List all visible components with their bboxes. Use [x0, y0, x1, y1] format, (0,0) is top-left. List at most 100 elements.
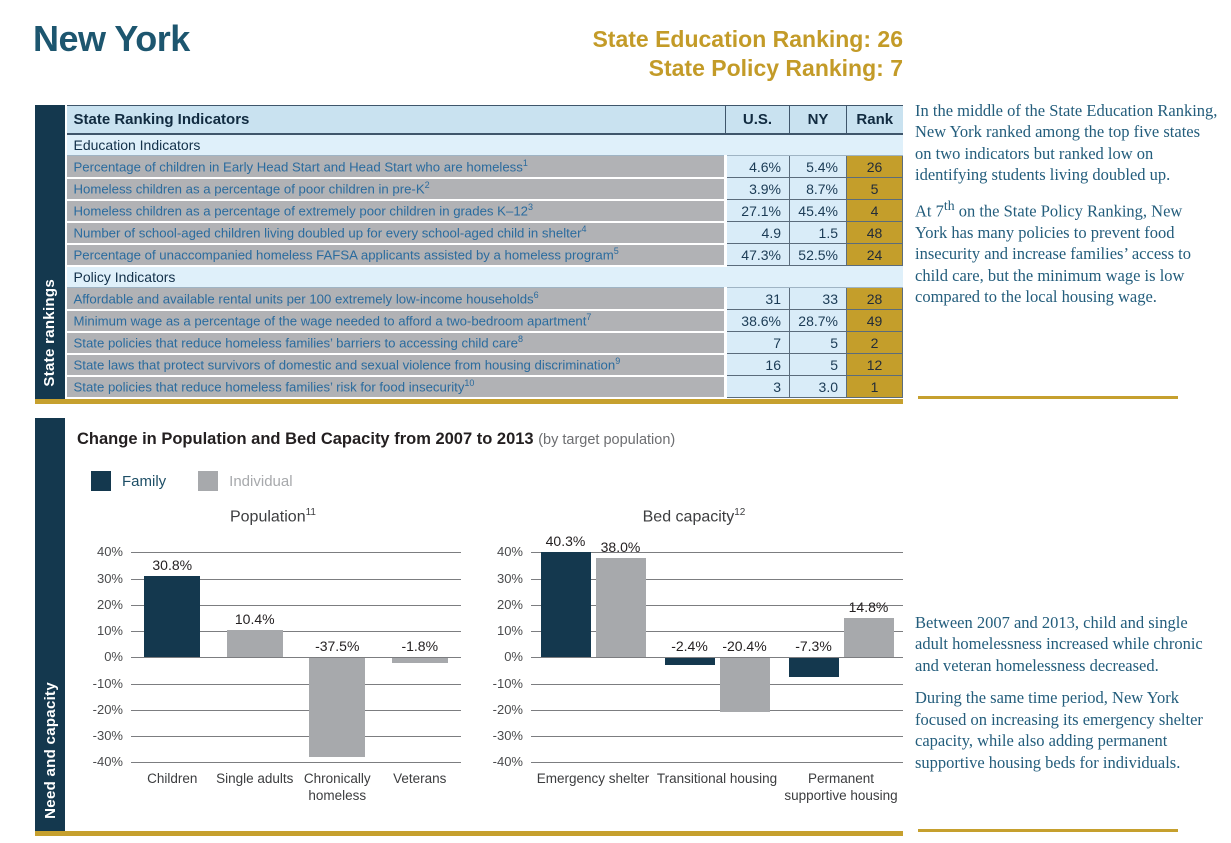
bar-value-label: -20.4% [722, 638, 767, 655]
bar-value-label: 38.0% [600, 538, 641, 555]
indicator-label: Affordable and available rental units pe… [66, 287, 727, 311]
y-tick-label: 20% [96, 596, 123, 612]
category-label: Permanent supportive housing [784, 771, 898, 804]
gridline [131, 762, 461, 764]
need-capacity-sidebar: Need and capacity [35, 418, 65, 831]
chart-title: Bed capacity12 [642, 507, 746, 526]
ny-value: 5 [789, 331, 847, 354]
gridline [131, 604, 461, 606]
us-value: 3.9% [725, 177, 790, 200]
table-row: Minimum wage as a percentage of the wage… [66, 309, 903, 333]
y-tick-label: 10% [96, 623, 123, 639]
gridline [131, 552, 461, 554]
us-value: 4.6% [725, 155, 790, 178]
y-tick-label: 10% [496, 623, 523, 639]
chart-legend: Family Individual [91, 471, 903, 491]
rank-value: 1 [846, 375, 903, 398]
bar-individual [391, 658, 448, 664]
sidebar-label: Need and capacity [41, 682, 59, 819]
gridline [131, 709, 461, 711]
bed-capacity-chart: Bed capacity12 40% 30% 20% 10% 0% -10% -20% -30… [485, 507, 903, 805]
category-label: Chronically homeless [303, 771, 371, 804]
section-row-education: Education Indicators [66, 133, 903, 156]
gridline [531, 578, 903, 580]
column-header-indicator: State Ranking Indicators [66, 105, 726, 135]
commentary-paragraph: In the middle of the State Education Ran… [915, 101, 1218, 185]
category-label: Transitional housing [656, 771, 778, 787]
table-row: Homeless children as a percentage of ext… [66, 199, 903, 223]
gridline [531, 762, 903, 764]
y-tick-label: 30% [496, 570, 523, 586]
indicator-label: Homeless children as a percentage of poo… [66, 177, 727, 201]
ny-value: 3.0 [789, 375, 847, 398]
bar-family [540, 551, 591, 658]
gridline [131, 578, 461, 580]
legend-label: Family [122, 472, 167, 490]
rank-value: 24 [846, 243, 903, 266]
section-label: Policy Indicators [66, 265, 903, 288]
policy-ranking-heading: State Policy Ranking: 7 [648, 55, 903, 81]
individual-swatch [198, 471, 219, 491]
gridline [531, 657, 903, 659]
state-rankings-section: State rankings State Ranking Indicators … [35, 105, 903, 404]
divider-rule [918, 396, 1178, 399]
y-tick-label: 30% [96, 570, 123, 586]
bar-individual [309, 658, 366, 757]
charts-section-subtitle: (by target population) [538, 432, 676, 448]
us-value: 4.9 [725, 221, 790, 244]
ny-value: 5 [789, 353, 847, 376]
rank-value: 49 [846, 309, 903, 332]
education-ranking-heading: State Education Ranking: 26 [592, 26, 903, 52]
bar-family [788, 658, 839, 678]
ny-value: 33 [789, 287, 847, 310]
charts-commentary: Between 2007 and 2013, child and single … [915, 612, 1218, 784]
rank-value: 48 [846, 221, 903, 244]
indicator-label: Percentage of children in Early Head Sta… [66, 155, 727, 179]
bar-value-label: -2.4% [671, 638, 708, 655]
family-swatch [91, 471, 111, 491]
gridline [131, 683, 461, 685]
y-tick-label: -20% [92, 701, 123, 717]
table-header-row: State Ranking Indicators U.S. NY Rank [66, 105, 903, 135]
indicator-label: State policies that reduce homeless fami… [66, 331, 727, 355]
commentary-paragraph: At 7th on the State Policy Ranking, New … [915, 197, 1191, 306]
table-row: State laws that protect survivors of dom… [66, 353, 903, 377]
bar-value-label: 14.8% [848, 599, 889, 616]
y-tick-label: 40% [96, 544, 123, 560]
indicator-label: State policies that reduce homeless fami… [66, 375, 727, 399]
ny-value: 5.4% [789, 155, 847, 178]
legend-item-individual: Individual [198, 471, 293, 491]
gridline [531, 631, 903, 633]
gridline [531, 736, 903, 738]
indicator-label: State laws that protect survivors of dom… [66, 353, 727, 377]
category-label: Single adults [216, 771, 294, 787]
gridline [531, 709, 903, 711]
ny-value: 28.7% [789, 309, 847, 332]
us-value: 7 [725, 331, 790, 354]
column-header-ny: NY [789, 105, 847, 135]
indicator-label: Number of school-aged children living do… [66, 221, 727, 245]
rank-value: 5 [846, 177, 903, 200]
y-tick-label: -30% [92, 728, 123, 744]
need-capacity-section: Need and capacity Change in Population a… [35, 418, 903, 836]
y-axis: 40% 30% 20% 10% 0% -10% -20% -30% -40% [485, 544, 531, 769]
y-tick-label: -10% [92, 675, 123, 691]
ny-value: 8.7% [789, 177, 847, 200]
gridline [131, 631, 461, 633]
rank-value: 4 [846, 199, 903, 222]
y-tick-label: -30% [492, 728, 523, 744]
ny-value: 1.5 [789, 221, 847, 244]
table-row: Affordable and available rental units pe… [66, 287, 903, 311]
rank-value: 28 [846, 287, 903, 310]
charts-section-title: Change in Population and Bed Capacity fr… [77, 430, 676, 448]
population-chart: Population11 40% 30% 20% 10% 0% -10% -20% -30% -… [85, 507, 461, 805]
y-tick-label: 20% [496, 596, 523, 612]
bar-value-label: 40.3% [545, 532, 586, 549]
y-tick-label: 0% [104, 649, 123, 665]
table-row: Homeless children as a percentage of poo… [66, 177, 903, 201]
gridline [131, 657, 461, 659]
bar-individual [595, 557, 646, 658]
bar-value-label: 30.8% [152, 557, 193, 574]
legend-item-family: Family [91, 471, 166, 491]
